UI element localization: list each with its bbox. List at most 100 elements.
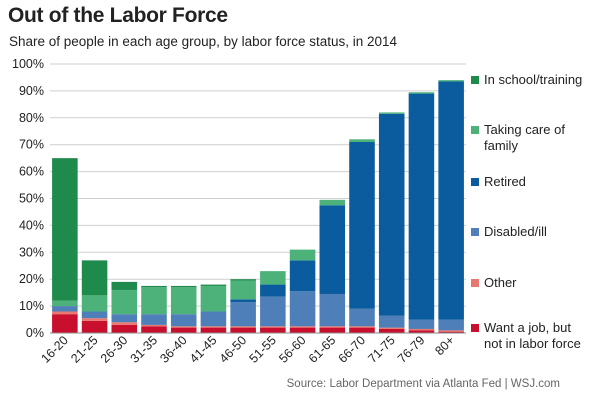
bar-segment [230,280,256,300]
bar-segment [170,326,197,328]
bar-segment [319,205,346,294]
legend-swatch [471,324,479,332]
bar-segment [319,326,346,328]
bar-segment [408,319,435,329]
x-tick-label: 66-70 [336,333,369,366]
bar-segment [289,249,316,261]
bar-segment [438,330,464,332]
x-tick-label: 36-40 [157,333,190,366]
bar-segment [230,327,256,333]
y-tick-label: 70% [19,138,44,152]
bar-segment [260,271,286,285]
bar-segment [319,199,346,206]
legend-swatch [471,76,479,84]
y-tick-label: 100% [12,57,44,71]
legend-label: Want a job, but not in labor force [484,320,581,351]
y-tick-label: 50% [19,192,44,206]
bar-segment [141,314,167,325]
x-tick-label: 71-75 [365,333,398,366]
x-tick-label: 56-60 [276,333,309,366]
bar-segment [349,327,375,333]
bar-segment [81,320,108,333]
bar-segment [52,311,78,315]
chart-title: Out of the Labor Force [8,4,228,27]
bar-segment [141,287,167,315]
legend-swatch [471,228,479,236]
y-tick-label: 40% [19,218,44,232]
y-tick-label: 60% [19,165,44,179]
bar-segment [260,326,286,328]
bar-segment [378,327,405,329]
bar-segment [408,92,435,94]
bar-segment [230,279,256,281]
bar-segment [289,291,316,327]
bar-segment [378,112,405,114]
bar-segment [200,284,227,286]
legend-swatch [471,279,479,287]
bar-segment [111,281,138,290]
y-tick-label: 90% [19,84,44,98]
bar-segment [289,326,316,328]
source-note: Source: Labor Department via Atlanta Fed… [286,378,560,390]
bar-segment [438,81,464,320]
bar-segment [141,324,167,327]
bar-segment [111,289,138,315]
x-tick-label: 51-55 [246,333,279,366]
bar-segment [170,327,197,333]
chart-subtitle: Share of people in each age group, by la… [9,34,398,49]
y-tick-label: 10% [19,299,44,313]
bar-segment [200,285,227,312]
bar-segment [408,93,435,320]
legend-label: Other [484,275,517,290]
legend-swatch [471,126,479,134]
x-tick-label: 41-45 [187,333,220,366]
bar-segment [378,315,405,328]
bar-segment [170,314,197,327]
bar-segment [111,322,138,325]
legend-swatch [471,178,479,186]
bar-segment [52,306,78,312]
bar-segment [289,260,316,292]
bar-segment [438,331,464,333]
bar-segment [230,302,256,327]
bar-segment [349,139,375,143]
bar-segment [81,311,108,319]
bar-segment [438,319,464,331]
bar-segment [200,311,227,327]
bar-segment [230,326,256,328]
bar-segment [230,299,256,303]
bar-segment [111,324,138,333]
bar-segment [260,284,286,297]
bar-segment [408,330,435,333]
legend-label: In school/training [484,72,582,87]
legend-label: Retired [484,174,526,189]
x-tick-label: 21-25 [68,333,101,366]
bar-segment [260,327,286,333]
bar-segment [81,295,108,312]
bar-segment [438,80,464,82]
y-tick-label: 30% [19,245,44,259]
bar-segment [170,287,197,315]
bar-segment [260,296,286,327]
bar-segment [378,328,405,333]
bar-segment [349,308,375,327]
bar-segment [319,327,346,333]
bar-segment [81,318,108,321]
bar-segment [52,158,78,301]
bar-segment [408,328,435,331]
bar-segment [319,293,346,327]
y-tick-label: 20% [19,272,44,286]
bar-segment [200,327,227,333]
y-tick-label: 80% [19,111,44,125]
legend-label: Disabled/ill [484,224,547,239]
y-tick-label: 0% [26,326,44,340]
bar-segment [141,285,167,288]
x-tick-label: 61-65 [306,333,339,366]
bar-segment [289,327,316,333]
x-tick-label: 46-50 [217,333,250,366]
bar-segment [141,326,167,333]
bar-segment [349,326,375,328]
bar-segment [81,260,108,296]
bar-segment [111,314,138,323]
